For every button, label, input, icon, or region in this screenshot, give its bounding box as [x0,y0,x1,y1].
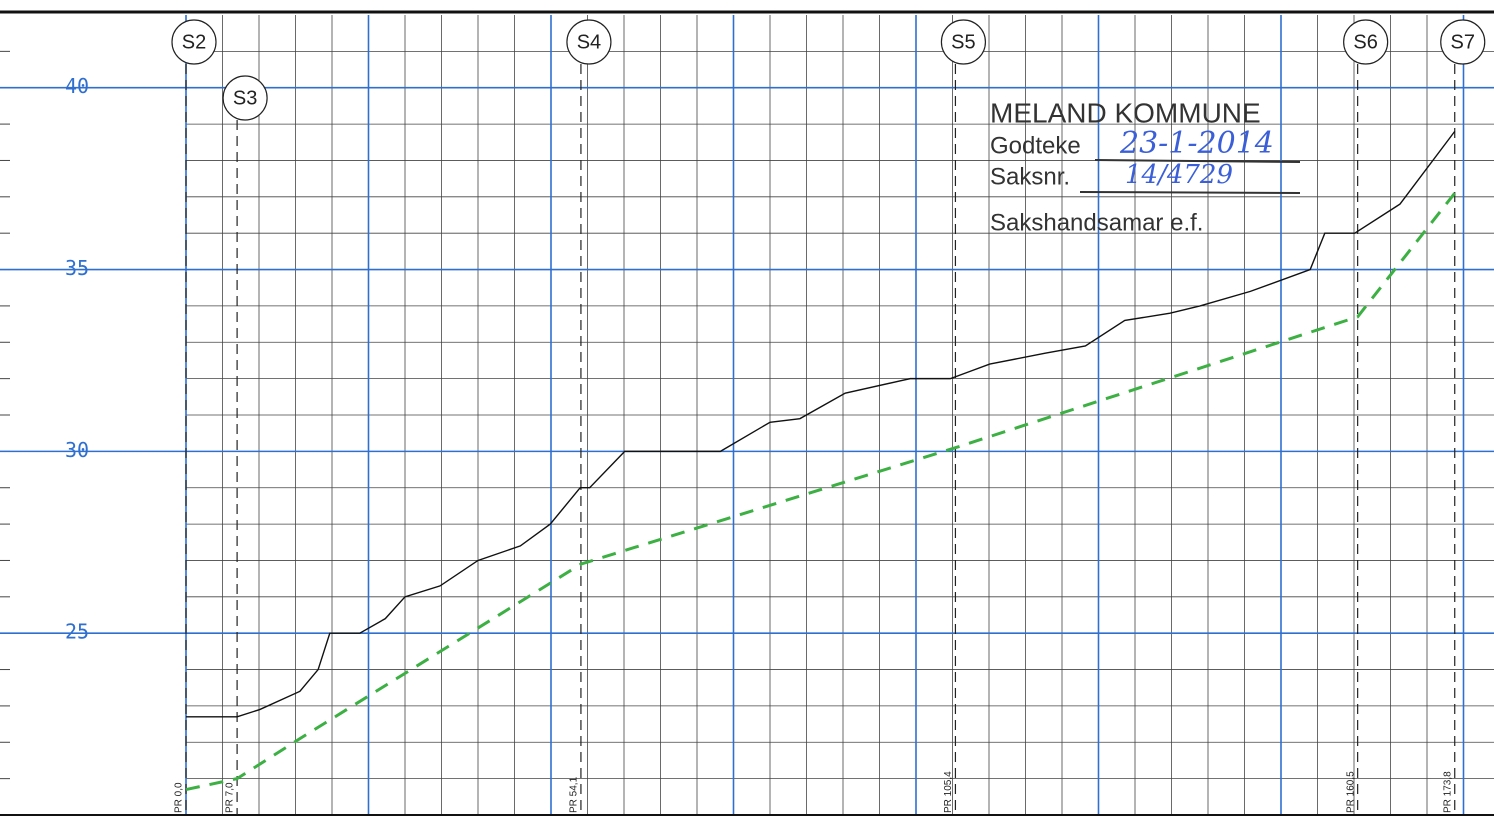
section-marker [171,19,217,65]
section-marker [1440,19,1486,65]
design-line [185,192,1456,792]
underline [1094,159,1301,163]
y-tick-label: 30 [65,438,89,462]
station-label: PR 160,5 [1345,771,1356,813]
station-label: PR 105,4 [943,771,954,813]
stamp-approved-date: 23-1-2014 [1119,126,1274,161]
section-label: S4 [577,31,601,53]
stamp-org: MELAND KOMMUNE [990,97,1261,128]
section-marker [222,75,268,121]
station-label: PR 0,0 [174,782,185,813]
station-label: PR 54,1 [569,776,580,813]
section-label: S3 [233,87,257,109]
station-label: PR 173,8 [1442,771,1453,813]
section-label: S6 [1353,31,1377,53]
underline [1079,191,1301,194]
y-tick-label: 25 [65,620,89,644]
y-tick-label: 40 [65,74,89,98]
stamp: MELAND KOMMUNE Godteke 23-1-2014 Saksnr.… [990,97,1301,236]
stamp-case-no: 14/4729 [1125,160,1233,190]
y-tick-label: 35 [65,256,89,280]
section-marker [1343,19,1389,65]
section-label: S2 [182,31,206,53]
grid [0,15,1494,815]
section-label: S7 [1451,31,1475,53]
section-marker [940,19,987,65]
section-marker [566,19,612,65]
stamp-case-label: Saksnr. [990,163,1070,190]
terrain-line [186,130,1456,718]
stamp-handler: Sakshandsamar e.f. [990,209,1203,236]
section-label: S5 [951,31,975,53]
stamp-approved-label: Godteke [990,132,1081,159]
station-label: PR 7,0 [225,782,236,813]
